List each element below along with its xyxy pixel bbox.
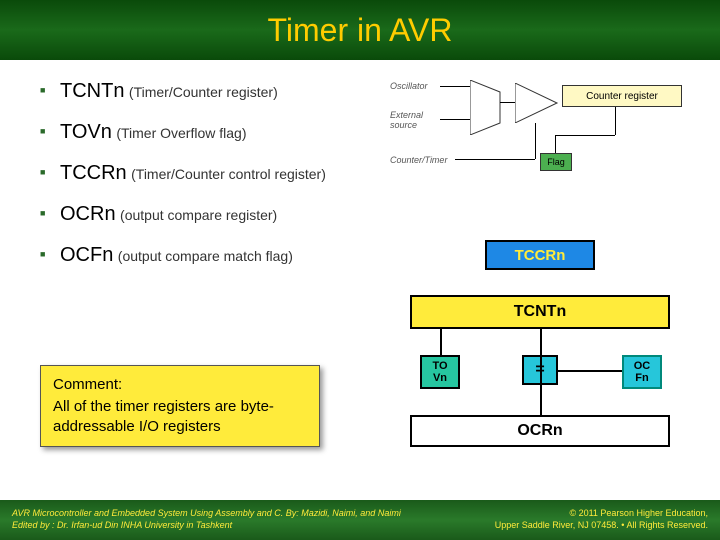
title-bar: Timer in AVR [0, 0, 720, 60]
triangle-shape [515, 83, 560, 123]
line [440, 329, 442, 355]
footer: AVR Microcontroller and Embedded System … [0, 500, 720, 540]
list-item: OCRn (output compare register) [40, 203, 700, 226]
reg-desc: (output compare register) [120, 207, 277, 223]
reg-desc: (output compare match flag) [118, 248, 293, 264]
counter-register-box: Counter register [562, 85, 682, 107]
line [555, 135, 556, 153]
reg-desc: (Timer Overflow flag) [116, 125, 246, 141]
line [535, 123, 536, 159]
reg-name: OCFn [60, 244, 113, 266]
ocfn-label: OC Fn [634, 360, 651, 384]
line [500, 102, 515, 103]
line [455, 159, 535, 160]
comment-box: Comment: All of the timer registers are … [40, 365, 320, 447]
reg-name: TCNTn [60, 80, 124, 102]
tcntn-box: TCNTn [410, 295, 670, 329]
line [440, 119, 470, 120]
reg-desc: (Timer/Counter control register) [131, 166, 326, 182]
main-diagram: TCCRn TCNTn TO Vn = OC Fn OCRn [400, 240, 690, 460]
line [558, 370, 622, 372]
tovn-box: TO Vn [420, 355, 460, 389]
counter-timer-label: Counter/Timer [390, 155, 447, 165]
line [440, 86, 470, 87]
footer-left: AVR Microcontroller and Embedded System … [12, 508, 401, 531]
line [540, 329, 542, 415]
footer-rights: Upper Saddle River, NJ 07458. • All Righ… [495, 520, 708, 532]
line [555, 135, 615, 136]
slide-title: Timer in AVR [268, 12, 453, 49]
mini-diagram: Oscillator External source Counter/Timer… [390, 75, 690, 185]
line [615, 107, 616, 135]
tovn-label: TO Vn [432, 360, 447, 384]
footer-right: © 2011 Pearson Higher Education, Upper S… [495, 508, 708, 531]
footer-copyright: © 2011 Pearson Higher Education, [495, 508, 708, 520]
ocrn-box: OCRn [410, 415, 670, 447]
oscillator-label: Oscillator [390, 81, 428, 91]
footer-editor: Edited by : Dr. Irfan-ud Din INHA Univer… [12, 520, 401, 532]
ocfn-box: OC Fn [622, 355, 662, 389]
footer-credit: AVR Microcontroller and Embedded System … [12, 508, 401, 520]
reg-desc: (Timer/Counter register) [129, 84, 278, 100]
mux-shape [470, 80, 510, 135]
comment-title: Comment: [53, 376, 307, 393]
external-label: External source [390, 110, 440, 130]
reg-name: TOVn [60, 121, 112, 143]
comment-text: All of the timer registers are byte-addr… [53, 397, 307, 436]
tccrn-box: TCCRn [485, 240, 595, 270]
flag-box: Flag [540, 153, 572, 171]
reg-name: TCCRn [60, 162, 127, 184]
reg-name: OCRn [60, 203, 116, 225]
